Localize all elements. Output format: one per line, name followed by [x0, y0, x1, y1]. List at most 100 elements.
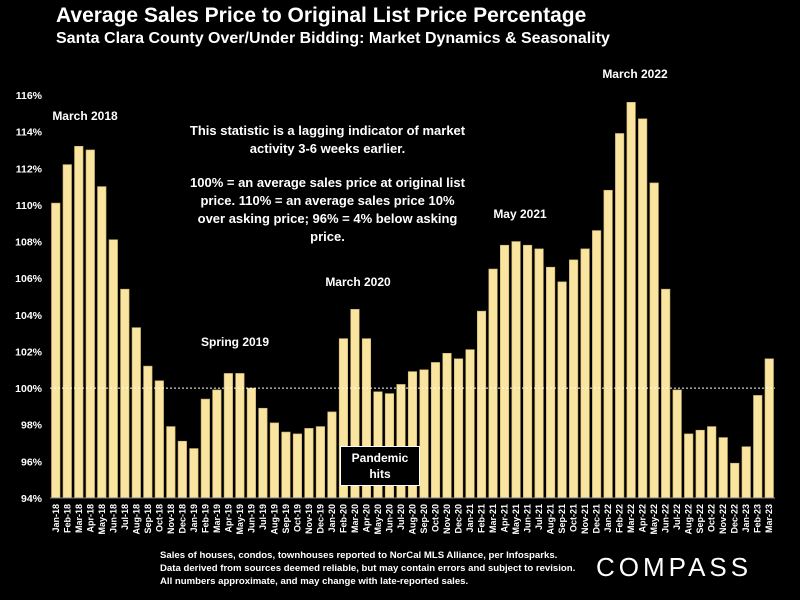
bar: [304, 428, 314, 499]
bar: [465, 349, 475, 499]
x-tick-label: Nov-19: [304, 504, 314, 534]
bar: [419, 369, 429, 499]
x-tick-label: Feb-20: [338, 504, 348, 533]
x-tick-label: Jul-21: [534, 504, 544, 530]
x-tick-label: Jan-19: [189, 504, 199, 533]
bar: [603, 189, 613, 499]
y-tick-label: 110%: [16, 200, 43, 212]
x-tick-label: Jun-18: [108, 504, 118, 533]
bar: [592, 230, 602, 499]
y-tick-label: 114%: [16, 127, 43, 139]
x-tick-label: Sep-22: [695, 504, 705, 534]
bar: [511, 241, 521, 499]
bar: [661, 288, 671, 499]
bar: [62, 164, 72, 499]
bar: [269, 422, 279, 499]
x-tick-label: Aug-18: [131, 504, 141, 535]
bar: [764, 358, 774, 499]
bar: [327, 411, 337, 499]
x-tick-label: Mar-23: [764, 504, 774, 533]
x-tick-label: Jun-22: [661, 504, 671, 533]
annotation-march-2018: March 2018: [52, 109, 118, 123]
bar: [626, 102, 636, 499]
x-tick-label: Dec-19: [315, 504, 325, 534]
bar: [730, 462, 740, 499]
bar: [166, 426, 176, 499]
x-tick-label: Jun-19: [246, 504, 256, 533]
bar: [684, 433, 694, 499]
annotation-may-2021: May 2021: [493, 207, 547, 221]
y-tick-label: 98%: [21, 420, 43, 432]
x-tick-label: Nov-18: [166, 504, 176, 534]
x-tick-label: Apr-20: [361, 504, 371, 533]
x-tick-label: Sep-19: [281, 504, 291, 534]
x-tick-label: Feb-22: [615, 504, 625, 533]
x-tick-label: May-20: [373, 504, 383, 535]
bar: [292, 433, 302, 499]
bar: [258, 407, 268, 499]
chart-title: Average Sales Price to Original List Pri…: [56, 4, 587, 27]
x-tick-label: Jan-22: [603, 504, 613, 533]
bar: [557, 281, 567, 499]
bar: [638, 118, 648, 499]
x-tick-label: Oct-19: [292, 504, 302, 532]
x-tick-label: Dec-21: [592, 504, 602, 534]
y-tick-label: 96%: [21, 456, 43, 468]
bar: [74, 145, 84, 499]
bar: [695, 429, 705, 499]
bar: [488, 268, 498, 499]
bar: [707, 426, 717, 499]
x-tick-label: Mar-21: [488, 504, 498, 533]
x-tick-label: Jul-22: [672, 504, 682, 530]
explanatory-note: This statistic is a lagging indicator of…: [185, 122, 470, 262]
bar: [534, 248, 544, 499]
x-tick-label: Feb-21: [477, 504, 487, 533]
x-tick-label: Oct-22: [707, 504, 717, 532]
bar: [569, 259, 579, 499]
x-tick-label: Sep-20: [419, 504, 429, 534]
bar: [85, 149, 95, 499]
bar: [523, 244, 533, 499]
x-tick-label: Mar-18: [74, 504, 84, 533]
x-tick-label: Mar-19: [212, 504, 222, 533]
x-tick-label: Mar-20: [350, 504, 360, 533]
bar: [200, 398, 210, 499]
y-tick-label: 112%: [16, 163, 43, 175]
bar: [500, 244, 510, 499]
x-tick-label: Dec-22: [730, 504, 740, 534]
bar: [615, 133, 625, 499]
bar: [97, 186, 107, 499]
bar: [154, 380, 164, 499]
y-tick-label: 100%: [15, 383, 43, 395]
x-tick-label: Jan-20: [327, 504, 337, 533]
bar: [246, 387, 256, 499]
bar: [753, 395, 763, 499]
x-tick-label: Aug-20: [408, 504, 418, 535]
x-tick-label: Feb-19: [200, 504, 210, 533]
source-footnote: Sales of houses, condos, townhouses repo…: [160, 550, 576, 587]
x-tick-label: Dec-18: [177, 504, 187, 534]
x-tick-label: May-18: [97, 504, 107, 535]
x-tick-label: Jan-18: [51, 504, 61, 533]
annotation-spring-2019: Spring 2019: [200, 335, 270, 349]
bar: [108, 239, 118, 499]
x-tick-label: Mar-22: [626, 504, 636, 533]
x-tick-label: Nov-22: [718, 504, 728, 534]
bar: [143, 365, 153, 499]
bar: [718, 437, 728, 499]
bar: [223, 373, 233, 499]
x-tick-label: Sep-21: [557, 504, 567, 534]
bar: [177, 440, 187, 499]
x-tick-label: Feb-23: [753, 504, 763, 533]
bar: [235, 373, 245, 499]
x-tick-label: Jan-21: [465, 504, 475, 533]
x-tick-label: Jan-23: [741, 504, 751, 533]
x-tick-label: Oct-18: [154, 504, 164, 532]
bar: [453, 358, 464, 499]
bar: [741, 446, 751, 499]
x-tick-label: Dec-20: [454, 504, 464, 534]
bar: [131, 327, 141, 499]
bar: [649, 182, 659, 499]
bar: [212, 389, 222, 499]
